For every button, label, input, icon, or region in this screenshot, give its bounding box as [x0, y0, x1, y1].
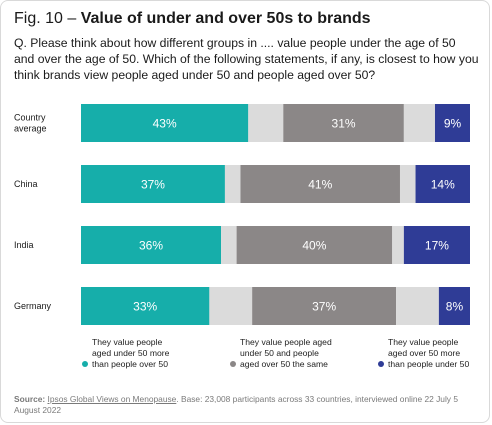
data-label: 36% [139, 239, 163, 253]
bar-segment-same [252, 287, 397, 325]
legend-dot-icon [378, 361, 384, 367]
bar-segment-under50 [81, 104, 249, 142]
data-label: 17% [425, 239, 449, 253]
bar-segment-gap-a [209, 287, 253, 325]
bar-segment-over50 [438, 287, 470, 325]
bar-segment-gap-b [399, 165, 416, 203]
data-label: 43% [153, 117, 177, 131]
source-link[interactable]: Ipsos Global Views on Menopause [47, 394, 177, 404]
bar-segment-under50 [81, 165, 225, 203]
category-label: China [14, 179, 38, 189]
bar-segment-over50 [415, 165, 470, 203]
bar-segment-gap-a [224, 165, 241, 203]
bar-segment-over50 [403, 226, 470, 264]
legend-label: They value people aged under 50 more tha… [92, 337, 170, 370]
category-label: India [14, 240, 34, 250]
category-label: Country average [14, 113, 47, 134]
bar-segment-same [283, 104, 404, 142]
data-label: 8% [446, 300, 464, 314]
bar-segment-gap-b [392, 226, 404, 264]
source-note: Source: Ipsos Global Views on Menopause.… [14, 394, 484, 416]
figure-heading: Value of under and over 50s to brands [80, 10, 371, 27]
legend-item-over50: They value people aged over 50 more than… [378, 337, 488, 371]
source-label: Source: [14, 394, 46, 404]
legend-label: They value people aged under 50 and peop… [240, 337, 332, 370]
bar-segment-under50 [81, 287, 210, 325]
legend-dot-icon [82, 361, 88, 367]
data-label: 31% [332, 117, 356, 131]
bar-segment-same [236, 226, 393, 264]
data-label: 14% [431, 178, 455, 192]
survey-question: Q. Please think about how different grou… [14, 36, 479, 82]
data-label: 41% [308, 178, 332, 192]
legend-item-same: They value people aged under 50 and peop… [230, 337, 340, 371]
source-details: . Base: 23,008 participants across 33 co… [14, 394, 458, 415]
bar-segment-gap-b [396, 287, 439, 325]
legend-item-under50: They value people aged under 50 more tha… [82, 337, 192, 371]
data-label: 37% [312, 300, 336, 314]
figure-number: Fig. 10 – [14, 10, 77, 27]
legend-dot-icon [230, 361, 236, 367]
data-label: 37% [141, 178, 165, 192]
figure-title: Fig. 10 – Value of under and over 50s to… [14, 9, 484, 29]
bar-segment-gap-a [248, 104, 284, 142]
data-label: 9% [444, 117, 462, 131]
legend-label: They value people aged over 50 more than… [388, 337, 470, 370]
bar-segment-gap-b [403, 104, 435, 142]
category-label: Germany [14, 301, 52, 311]
bar-segment-gap-a [221, 226, 237, 264]
bar-segment-same [240, 165, 400, 203]
bar-segment-over50 [434, 104, 470, 142]
data-label: 33% [133, 300, 157, 314]
data-label: 40% [302, 239, 326, 253]
bar-segment-under50 [81, 226, 222, 264]
